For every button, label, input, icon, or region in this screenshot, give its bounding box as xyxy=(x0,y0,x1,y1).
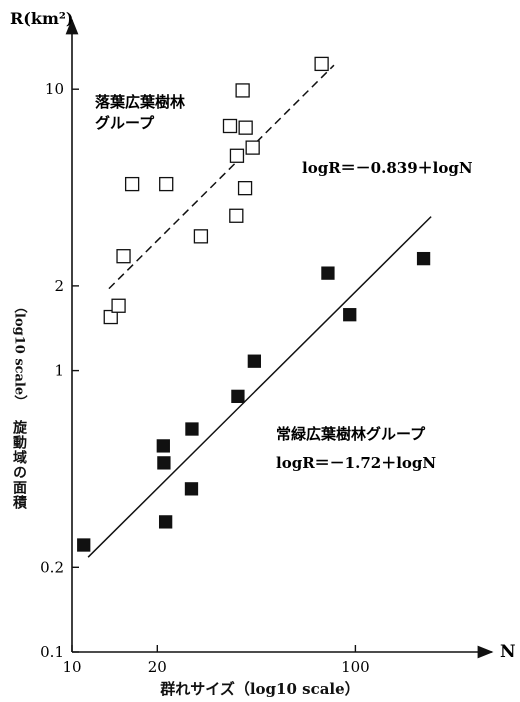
data-point-open xyxy=(159,176,174,192)
data-point-filled xyxy=(156,439,170,453)
y-tick-label: 0.1 xyxy=(40,643,64,661)
data-point-filled xyxy=(185,422,199,436)
data-point-filled xyxy=(343,308,357,322)
equation-deciduous: logR＝－0.839＋logN xyxy=(302,159,473,177)
x-axis-label: 群れサイズ（log10 scale） xyxy=(160,680,360,698)
data-point-open xyxy=(245,140,260,155)
data-point-open xyxy=(314,56,329,72)
equation-evergreen: logR＝－1.72＋logN xyxy=(276,454,436,472)
x-axis-title: N xyxy=(500,642,516,662)
fit-line-2 xyxy=(87,216,432,558)
data-point-filled xyxy=(321,266,335,280)
y-axis-scale-note: （log10 scale） xyxy=(11,300,27,409)
data-point-open xyxy=(103,309,118,325)
data-point-open xyxy=(238,120,253,135)
series-label-evergreen: 常緑広葉樹林グループ xyxy=(276,425,426,443)
data-point-filled xyxy=(157,456,171,470)
data-point-filled xyxy=(77,538,91,552)
data-point-filled xyxy=(184,482,199,496)
y-tick-label: 1 xyxy=(54,362,64,380)
y-tick-label: 0.2 xyxy=(40,558,64,576)
data-point-open xyxy=(116,249,131,264)
data-point-open xyxy=(229,208,244,223)
y-tick-label: 10 xyxy=(45,80,64,98)
data-point-open xyxy=(229,148,245,163)
y-axis-quantity: 旋動域の面積 xyxy=(11,420,27,511)
data-point-filled xyxy=(231,389,245,404)
fit-line-1 xyxy=(108,64,335,290)
data-point-open xyxy=(124,176,140,192)
series-label-deciduous: 落葉広葉樹林 xyxy=(95,93,186,111)
series-label-deciduous: グループ xyxy=(95,114,155,132)
data-point-filled xyxy=(158,515,173,529)
data-point-filled xyxy=(247,354,262,368)
x-tick-label: 20 xyxy=(148,658,167,676)
y-axis-label: （log10 scale） 旋動域の面積 xyxy=(2,300,36,510)
y-tick-label: 2 xyxy=(54,277,64,295)
x-tick-label: 10 xyxy=(62,658,81,676)
data-point-open xyxy=(237,181,253,196)
data-point-open xyxy=(111,298,126,313)
data-point-open xyxy=(235,83,250,98)
y-axis-title: R(km²) xyxy=(10,9,73,28)
data-point-open xyxy=(193,229,209,244)
x-tick-label: 100 xyxy=(341,658,370,676)
data-point-filled xyxy=(416,251,431,266)
data-point-open xyxy=(222,118,238,134)
